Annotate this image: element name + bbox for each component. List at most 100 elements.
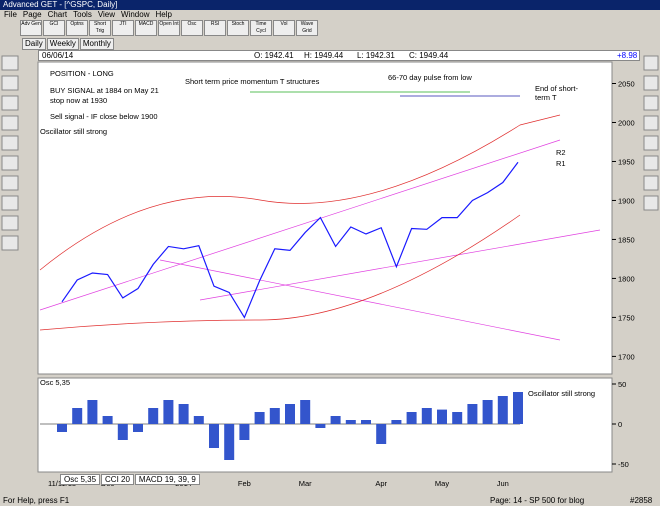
x-tick-label: Mar bbox=[299, 479, 312, 488]
osc-bar bbox=[482, 400, 493, 424]
osc-bar bbox=[361, 420, 371, 424]
price-line bbox=[61, 161, 519, 319]
indicator-tab[interactable]: CCI 20 bbox=[101, 474, 134, 485]
period-tab[interactable]: Weekly bbox=[46, 38, 79, 50]
osc-bar bbox=[102, 416, 113, 424]
indicator-tab[interactable]: MACD 19, 39, 9 bbox=[134, 474, 200, 485]
osc-bar bbox=[285, 404, 295, 424]
x-tick-label: Apr bbox=[375, 479, 387, 488]
y-tick-label: 2000 bbox=[618, 118, 635, 127]
annotation: POSITION - LONG bbox=[50, 69, 114, 78]
osc-bar bbox=[467, 404, 478, 424]
annotation: R1 bbox=[556, 159, 566, 168]
period-tab[interactable]: Monthly bbox=[79, 38, 114, 50]
annotation: End of short-term T bbox=[535, 84, 578, 102]
osc-bar bbox=[57, 424, 67, 432]
x-tick-label: Jun bbox=[497, 479, 509, 488]
osc-bar bbox=[391, 420, 402, 424]
osc-bar bbox=[315, 424, 326, 428]
y-tick-label: 2050 bbox=[618, 79, 635, 88]
date: 06/06/14 bbox=[42, 51, 74, 60]
menu-item[interactable]: File bbox=[4, 10, 17, 19]
indicator-tabs: Osc 5,35 CCI 20 MACD 19, 39, 9 bbox=[60, 474, 200, 485]
annotation: Oscillator still strong bbox=[528, 389, 595, 398]
menu-item[interactable]: Page bbox=[22, 10, 42, 19]
osc-bar bbox=[330, 416, 341, 424]
change: +8.98 bbox=[617, 51, 638, 60]
y-tick-label: 1850 bbox=[618, 235, 635, 244]
tool-button[interactable]: Adv Gen bbox=[20, 20, 42, 36]
toolbar: Adv Gen GCI Optns Short Trig JTI MACD Open Int… bbox=[20, 20, 318, 36]
tool-button[interactable]: Time Cycl bbox=[250, 20, 272, 36]
osc-bar bbox=[437, 409, 447, 424]
status-count: #2858 bbox=[630, 496, 653, 505]
y-tick-label: -50 bbox=[618, 460, 629, 469]
menu-item[interactable]: Chart bbox=[47, 10, 68, 19]
osc-bar bbox=[209, 424, 219, 448]
close: C: 1949.44 bbox=[409, 51, 449, 60]
osc-bar bbox=[269, 408, 280, 424]
osc-bar bbox=[72, 408, 83, 424]
tool-button[interactable]: GCI bbox=[43, 20, 65, 36]
left-toolbar bbox=[0, 52, 20, 492]
y-tick-label: 1900 bbox=[618, 196, 635, 205]
x-tick-label: May bbox=[435, 479, 449, 488]
low: L: 1942.31 bbox=[357, 51, 395, 60]
x-tick-label: Feb bbox=[238, 479, 251, 488]
tool-button[interactable]: Wave Grid bbox=[296, 20, 318, 36]
osc-bar bbox=[239, 424, 250, 440]
y-tick-label: 1800 bbox=[618, 274, 635, 283]
osc-bar bbox=[345, 420, 356, 424]
osc-bar bbox=[406, 412, 417, 424]
osc-bar bbox=[224, 424, 235, 460]
osc-bar bbox=[497, 396, 508, 424]
menu-item[interactable]: Tools bbox=[73, 10, 92, 19]
tool-button[interactable]: Short Trig bbox=[89, 20, 111, 36]
price-panel bbox=[37, 61, 613, 375]
osc-bar bbox=[163, 400, 174, 424]
y-tick-label: 1950 bbox=[618, 157, 635, 166]
menu-item[interactable]: Help bbox=[155, 10, 172, 19]
right-toolbar bbox=[642, 52, 660, 492]
osc-bar bbox=[87, 400, 98, 424]
osc-bar bbox=[117, 424, 128, 440]
period-tabs: Daily Weekly Monthly bbox=[22, 38, 114, 50]
menu-item[interactable]: View bbox=[97, 10, 116, 19]
osc-bar bbox=[376, 424, 387, 444]
osc-bar bbox=[254, 412, 265, 424]
indicator-tab[interactable]: Osc 5,35 bbox=[60, 474, 101, 485]
info-bar: 06/06/14 O: 1942.41 H: 1949.44 L: 1942.3… bbox=[38, 50, 640, 61]
tool-button[interactable]: Osc bbox=[181, 20, 203, 36]
annotation: 66-70 day pulse from low bbox=[388, 73, 472, 82]
menu-item[interactable]: Window bbox=[121, 10, 150, 19]
period-tab[interactable]: Daily bbox=[22, 38, 46, 50]
tool-button[interactable]: RSI bbox=[204, 20, 226, 36]
annotation: Oscillator still strong bbox=[40, 127, 107, 136]
osc-bar bbox=[452, 412, 463, 424]
annotation: BUY SIGNAL at 1884 on May 21 bbox=[50, 86, 159, 95]
annotation: stop now at 1930 bbox=[50, 96, 107, 105]
trend-lines bbox=[39, 139, 601, 341]
annotation: Sell signal - IF close below 1900 bbox=[50, 112, 158, 121]
chart: POSITION - LONG BUY SIGNAL at 1884 on Ma… bbox=[37, 61, 635, 488]
tool-button[interactable]: Open Int bbox=[158, 20, 180, 36]
tool-button[interactable]: Optns bbox=[66, 20, 88, 36]
legend: Osc 5,35 bbox=[40, 378, 70, 387]
y-tick-label: 50 bbox=[618, 380, 626, 389]
tool-button[interactable]: MACD bbox=[135, 20, 157, 36]
left-icons bbox=[1, 55, 19, 251]
status-help: For Help, press F1 bbox=[3, 496, 70, 505]
menu-bar: File Page Chart Tools View Window Help bbox=[0, 10, 172, 20]
tool-button[interactable]: Vol bbox=[273, 20, 295, 36]
annotation: Short term price momentum T structures bbox=[185, 77, 320, 86]
annotations: POSITION - LONG BUY SIGNAL at 1884 on Ma… bbox=[40, 69, 595, 398]
tool-button[interactable]: Stoch bbox=[227, 20, 249, 36]
osc-bar bbox=[148, 408, 159, 424]
high: H: 1949.44 bbox=[304, 51, 344, 60]
annotation: R2 bbox=[556, 148, 566, 157]
osc-bar bbox=[300, 400, 311, 424]
status-bar: For Help, press F1 Page: 14 - SP 500 for… bbox=[0, 496, 660, 506]
tool-button[interactable]: JTI bbox=[112, 20, 134, 36]
osc-bar bbox=[133, 424, 143, 432]
